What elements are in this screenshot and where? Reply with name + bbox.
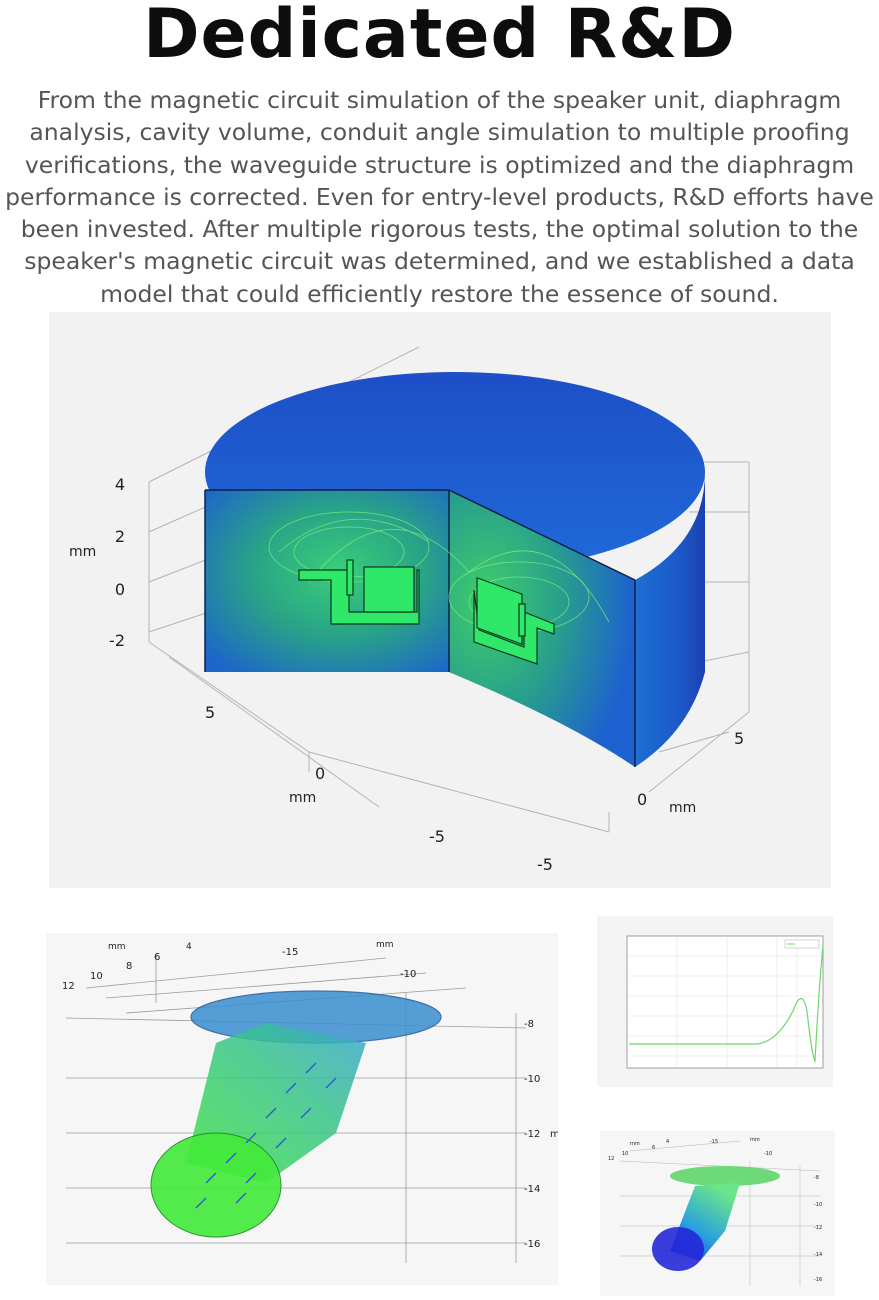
z-tick-label: -2 [109,631,125,650]
top-tick-right: -10 [400,969,416,980]
mini-waveguide-render: mm 4 6 10 12 -15 mm -10 -8 -10 -12 -14 -… [608,1137,822,1286]
mini-side-tick: -8 [814,1175,819,1181]
mini-side-tick: -10 [814,1202,822,1208]
side-unit: m [550,1129,558,1140]
plot-area [626,935,824,1069]
waveguide-inlet [150,1132,282,1238]
mini-top-tick: 10 [622,1151,628,1157]
side-tick: -16 [524,1239,540,1250]
top-tick: 10 [90,971,103,982]
mini-inlet [652,1227,704,1271]
cylinder-side [635,472,705,767]
mini-side-tick: -12 [814,1225,822,1231]
top-tick: 8 [126,961,132,972]
y-tick-label: 5 [734,729,744,748]
top-tick: 4 [186,942,192,952]
waveguide-simulation: mm 4 6 8 10 12 -15 mm -10 -8 -10 -12 m -… [46,933,558,1285]
y-tick-label: 0 [637,790,647,809]
z-axis-unit: mm [69,544,96,560]
side-tick: -14 [524,1184,540,1195]
flow-arrows [195,1062,337,1209]
magnet-assembly-right [473,576,555,665]
x-tick-label: 5 [205,703,215,722]
mini-top-tick: 6 [652,1145,655,1151]
page-title: Dedicated R&D [143,0,736,74]
top-tick: 6 [154,952,160,963]
y-axis-unit: mm [669,800,696,816]
x-axis-unit: mm [289,790,316,806]
magnetic-circuit-simulation: 4 2 0 -2 mm 5 0 mm -5 5 0 mm -5 [49,312,831,888]
x-tick-label: -5 [429,827,445,846]
axis-grid [619,1140,821,1286]
simulation-render: 4 2 0 -2 mm 5 0 mm -5 5 0 mm -5 [69,346,750,874]
mini-top-tick: 12 [608,1156,614,1162]
intro-paragraph: From the magnetic circuit simulation of … [5,86,874,308]
top-tick-right: -15 [282,947,298,958]
mini-unit-right: mm [750,1137,760,1143]
z-tick-label: 0 [115,580,125,599]
side-tick: -8 [524,1019,534,1030]
magnet-assembly-left [298,559,420,625]
side-tick: -10 [524,1074,540,1085]
z-tick-label: 4 [115,475,125,494]
mini-top-disc [670,1166,780,1186]
mini-top-tick-right: -15 [710,1139,718,1145]
mini-side-tick: -14 [814,1252,822,1258]
mini-side-tick: -16 [814,1277,822,1283]
top-unit-left: mm [108,942,126,952]
legend-box [784,939,820,949]
z-tick-label: 2 [115,527,125,546]
frequency-response-chart [597,916,833,1087]
y-tick-label: -5 [537,855,553,874]
frequency-response-plot [626,935,824,1069]
mini-top-tick: 4 [666,1139,669,1145]
mini-top-tick-right: -10 [764,1151,772,1157]
response-curve [629,945,824,1063]
side-tick: -12 [524,1129,540,1140]
x-tick-label: 0 [315,764,325,783]
waveguide-render: mm 4 6 8 10 12 -15 mm -10 -8 -10 -12 m -… [62,940,558,1263]
top-unit-right: mm [376,940,394,950]
mini-waveguide-simulation: mm 4 6 10 12 -15 mm -10 -8 -10 -12 -14 -… [600,1131,835,1296]
mini-unit-left: mm [630,1141,640,1147]
top-tick: 12 [62,981,75,992]
